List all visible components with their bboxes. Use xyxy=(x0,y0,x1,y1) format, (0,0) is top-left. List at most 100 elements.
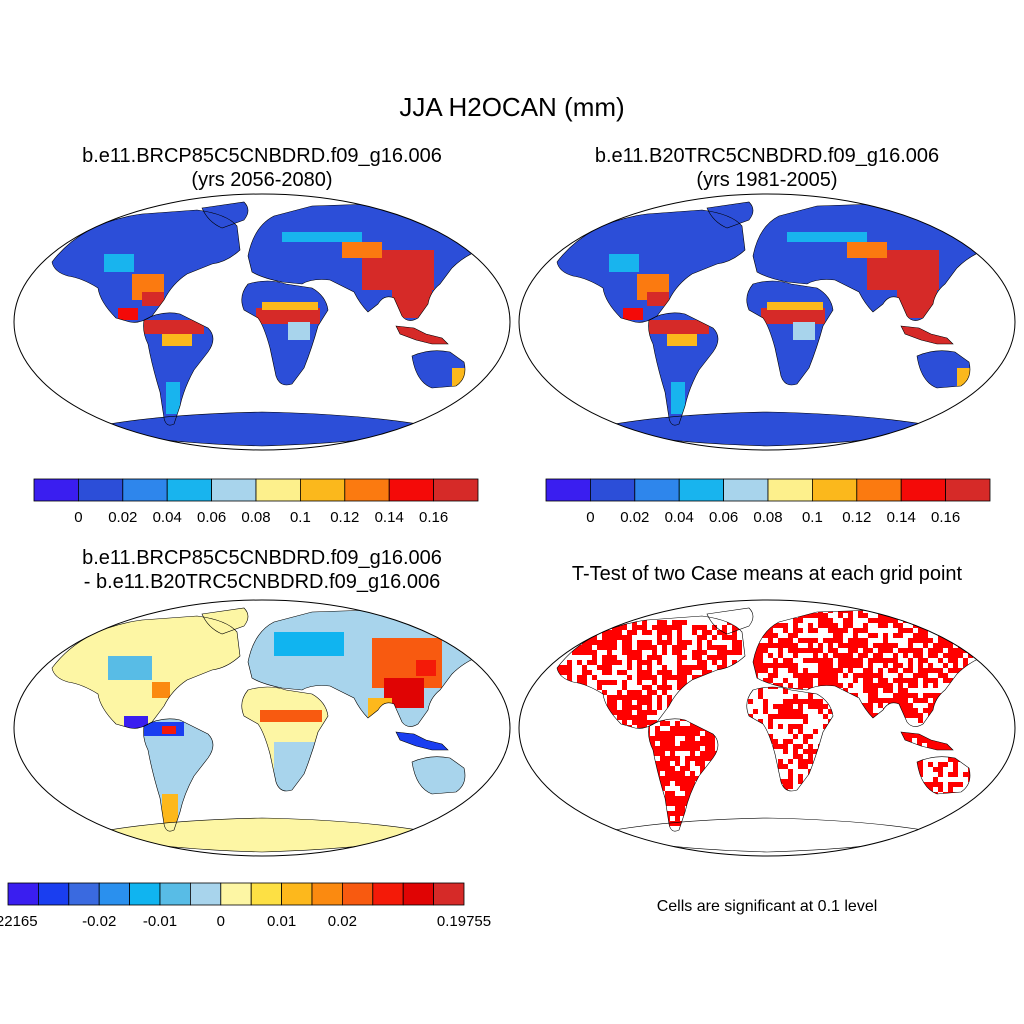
colorbar-label: 0.04 xyxy=(665,509,694,526)
value-patch xyxy=(623,308,643,320)
value-patch xyxy=(162,334,192,346)
colorbar-label: 0.02 xyxy=(620,509,649,526)
colorbar-label: 0.14 xyxy=(887,509,916,526)
coastline xyxy=(556,615,746,729)
map-frame xyxy=(518,599,1016,857)
value-patch xyxy=(256,308,320,324)
colorbar-swatch xyxy=(255,478,301,502)
colorbar-swatch xyxy=(372,882,404,906)
coastline xyxy=(241,280,329,386)
value-patch xyxy=(108,656,152,680)
land-greenland xyxy=(707,608,753,634)
colorbar-swatch xyxy=(433,882,465,906)
land-greenland xyxy=(707,202,753,228)
colorbar-swatch xyxy=(311,882,343,906)
colorbar-swatch xyxy=(7,882,39,906)
panel-title-line1: b.e11.BRCP85C5CNBDRD.f09_g16.006 xyxy=(82,145,442,167)
value-patch xyxy=(104,254,134,272)
map-frame xyxy=(13,193,511,451)
colorbar-label: 0.16 xyxy=(931,509,960,526)
panel-title-line1: b.e11.BRCP85C5CNBDRD.f09_g16.006 xyxy=(82,547,442,569)
value-patch xyxy=(761,308,825,324)
land-australia xyxy=(917,350,970,388)
coastline xyxy=(900,325,954,345)
coastline xyxy=(143,718,214,832)
value-patch xyxy=(787,232,867,242)
colorbar-label: 0.08 xyxy=(241,509,270,526)
colorbar-label: -0.01 xyxy=(143,913,177,930)
colorbar-case2: 0 0.02 0.04 0.06 0.08 0.1 0.12 0.14 0.16 xyxy=(545,478,991,526)
colorbar-case1: 0 0.02 0.04 0.06 0.08 0.1 0.12 0.14 0.16 xyxy=(33,478,479,526)
coastline xyxy=(746,686,834,792)
land-antarctica xyxy=(603,412,935,446)
coastline xyxy=(201,607,249,635)
land-north-america xyxy=(557,210,745,323)
panel-title-line2: (yrs 1981-2005) xyxy=(696,169,838,191)
colorbar-swatch xyxy=(900,478,947,502)
colorbar-label: -0.02 xyxy=(82,913,116,930)
coastline xyxy=(395,731,449,751)
colorbar-label: 0.06 xyxy=(197,509,226,526)
coastline xyxy=(411,756,466,795)
panel-title-line1: b.e11.B20TRC5CNBDRD.f09_g16.006 xyxy=(594,145,940,167)
map-panel-ttest xyxy=(518,599,1016,857)
colorbar-label: 0 xyxy=(586,509,594,526)
colorbar-swatch xyxy=(220,882,252,906)
colorbar-swatch xyxy=(341,882,374,906)
colorbar-swatch xyxy=(281,882,313,906)
colorbar-label: 0.14 xyxy=(375,509,404,526)
value-patch xyxy=(649,320,709,334)
colorbar-label: 0.19755 xyxy=(437,913,491,930)
colorbar-swatch xyxy=(159,882,191,906)
value-patch xyxy=(671,382,685,414)
colorbar-swatch xyxy=(122,478,168,502)
land-greenland xyxy=(202,202,248,228)
value-patch xyxy=(152,682,170,698)
colorbar-swatch xyxy=(433,478,479,502)
colorbar-swatch xyxy=(767,478,813,502)
value-patch xyxy=(288,322,310,340)
coastline xyxy=(411,350,466,389)
colorbar-swatch xyxy=(33,478,79,502)
colorbar-label: 0.12 xyxy=(842,509,871,526)
coastline xyxy=(900,731,954,751)
colorbar-diff: -0.22165 -0.02 -0.01 0 0.01 0.02 0.19755 xyxy=(0,882,491,930)
colorbar-swatch xyxy=(811,478,858,502)
colorbar-label: 0 xyxy=(217,913,225,930)
coastline xyxy=(648,718,719,832)
panel-title-line2: - b.e11.B20TRC5CNBDRD.f09_g16.006 xyxy=(83,571,441,593)
value-patch xyxy=(274,632,344,656)
colorbar-swatch xyxy=(678,478,724,502)
colorbar-swatch xyxy=(388,478,435,502)
coastline xyxy=(51,615,241,729)
colorbar-label: 0.1 xyxy=(290,509,311,526)
coastline xyxy=(556,209,746,323)
colorbar-swatch xyxy=(634,478,680,502)
colorbar-swatch xyxy=(590,478,636,502)
colorbar-label: 0.04 xyxy=(153,509,182,526)
value-patch xyxy=(667,334,697,346)
coastline xyxy=(395,325,449,345)
significance-note: Cells are significant at 0.1 level xyxy=(656,898,878,915)
land-australia xyxy=(412,350,465,388)
panel-title-diff: b.e11.BRCP85C5CNBDRD.f09_g16.006 - b.e11… xyxy=(12,546,512,594)
colorbar-label: 0.01 xyxy=(267,913,296,930)
colorbar-swatch xyxy=(78,478,124,502)
map-panel-diff xyxy=(13,599,511,857)
figure-title: JJA H2OCAN (mm) xyxy=(399,92,625,122)
colorbar-label: 0.1 xyxy=(802,509,823,526)
colorbar-swatch xyxy=(250,882,282,906)
panel-title-ttest: T-Test of two Case means at each grid po… xyxy=(517,562,1017,586)
colorbar-swatch xyxy=(211,478,257,502)
colorbar-swatch xyxy=(402,882,435,906)
colorbar-swatch xyxy=(299,478,346,502)
land-antarctica xyxy=(603,818,935,852)
value-patch xyxy=(118,308,138,320)
colorbar-label: 0.16 xyxy=(419,509,448,526)
value-patch xyxy=(124,716,148,728)
colorbar-swatch xyxy=(189,882,222,906)
map-frame xyxy=(13,599,511,857)
colorbar-label: 0 xyxy=(74,509,82,526)
colorbar-label: 0.12 xyxy=(330,509,359,526)
value-patch xyxy=(166,382,180,414)
